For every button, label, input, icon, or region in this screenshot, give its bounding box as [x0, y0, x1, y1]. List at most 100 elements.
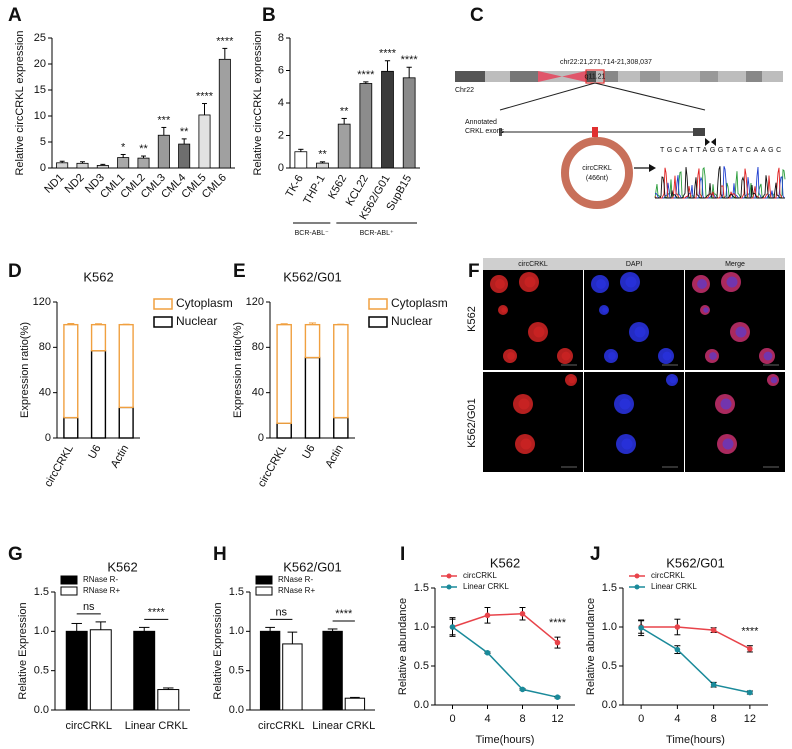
- x-tick-label: U6: [300, 443, 317, 461]
- y-axis-label: Relative abundance: [585, 598, 597, 695]
- bar: [65, 630, 88, 711]
- y-tick-label: 1.0: [602, 621, 617, 633]
- bar: [56, 162, 69, 169]
- y-tick-label: 8: [278, 32, 284, 44]
- x-tick-label: 12: [551, 713, 563, 725]
- y-tick-label: 1.5: [229, 586, 244, 598]
- point: [484, 649, 491, 656]
- x-tick-label: ND2: [63, 172, 87, 196]
- chart-title: K562/G01: [666, 555, 725, 570]
- group-label: BCR-ABL⁻: [295, 230, 329, 237]
- panel-label: B: [262, 5, 276, 26]
- legend-swatch: [368, 316, 388, 328]
- point: [674, 646, 681, 653]
- bar: [337, 123, 351, 169]
- band: [586, 71, 596, 82]
- bar: [218, 58, 231, 169]
- y-tick-label: 4: [278, 97, 284, 109]
- y-tick-label: 80: [252, 341, 264, 353]
- row-label: K562: [466, 306, 478, 332]
- legend-label: RNase R-: [83, 575, 118, 584]
- band: [746, 71, 762, 82]
- exon: [592, 127, 598, 137]
- x-tick-label: circCRKL: [256, 443, 290, 489]
- x-tick-label: 0: [638, 713, 644, 725]
- header-band: [483, 258, 785, 270]
- bar: [344, 697, 366, 711]
- bar-segment: [118, 323, 134, 409]
- y-tick-label: 0.5: [602, 660, 617, 672]
- band: [640, 71, 660, 82]
- bar: [117, 157, 130, 169]
- exons-label: CRKL exons: [465, 128, 505, 135]
- y-tick-label: 40: [39, 387, 51, 399]
- column-label: DAPI: [626, 261, 642, 268]
- bar-segment: [276, 323, 292, 424]
- circ-length: (466nt): [586, 175, 608, 182]
- y-tick-label: 1.5: [34, 586, 49, 598]
- panel-label: I: [400, 544, 405, 565]
- bar-segment: [90, 323, 107, 352]
- x-axis-label: Time(hours): [476, 734, 535, 746]
- x-tick-label: TK-6: [284, 173, 306, 200]
- legend-label: Linear CRKL: [463, 582, 509, 591]
- bar-segment: [63, 323, 79, 419]
- x-tick-label: ND1: [42, 172, 66, 196]
- significance: ns: [83, 601, 95, 613]
- cell-core: [568, 376, 576, 384]
- significance: **: [180, 126, 189, 138]
- chromatogram-trace: [654, 167, 785, 199]
- exons-label: Annotated: [465, 119, 497, 126]
- bar: [322, 630, 343, 711]
- line: [641, 626, 751, 650]
- bar: [282, 643, 303, 711]
- x-tick-label: Actin: [109, 443, 132, 470]
- y-tick-label: 0: [40, 162, 46, 174]
- y-tick-label: 6: [278, 64, 284, 76]
- bar: [259, 630, 281, 711]
- panel-label: C: [470, 5, 484, 26]
- cell-core: [608, 352, 616, 360]
- chart-title: K562: [107, 559, 137, 574]
- significance: ****: [216, 35, 234, 47]
- line: [452, 626, 558, 698]
- line: [640, 627, 751, 694]
- cell-core: [662, 351, 672, 361]
- micrograph: [584, 372, 684, 472]
- row-label: K562/G01: [466, 398, 478, 448]
- legend-swatch: [60, 586, 78, 596]
- cell-core: [703, 307, 709, 313]
- bar-segment: [304, 356, 321, 439]
- x-tick-label: 4: [484, 713, 490, 725]
- cell-core: [763, 351, 773, 361]
- y-tick-label: 120: [33, 296, 51, 308]
- y-tick-label: 0.5: [229, 665, 244, 677]
- zoom-line: [594, 82, 706, 111]
- significance: ns: [275, 606, 287, 618]
- bar: [316, 162, 329, 169]
- bar: [198, 114, 211, 169]
- y-tick-label: 15: [34, 84, 46, 96]
- cell-core: [697, 279, 707, 289]
- legend-label: circCRKL: [651, 571, 685, 580]
- bar: [133, 630, 156, 711]
- band: [455, 71, 485, 82]
- bar: [359, 83, 373, 169]
- cell-core: [726, 276, 738, 288]
- image-grid: circCRKL DAPI Merge K562 K562/G01: [466, 258, 785, 448]
- y-axis-label: Expression ratio(%): [19, 322, 31, 418]
- panel-label: D: [8, 261, 22, 282]
- legend-swatch: [153, 316, 173, 328]
- legend-label: Cytoplasm: [391, 296, 448, 310]
- legend-label: RNase R+: [278, 586, 315, 595]
- bar-segment: [304, 323, 321, 359]
- column-label: Merge: [725, 261, 745, 268]
- cell-core: [524, 276, 536, 288]
- y-tick-label: 1.5: [602, 582, 617, 594]
- circ-diagram: chr22:21,271,714-21,308,037 q11.21 Chr22…: [455, 59, 783, 209]
- significance: *: [121, 141, 126, 153]
- cell-core: [621, 438, 633, 450]
- bar-segment: [118, 406, 134, 439]
- y-tick-label: 5: [40, 136, 46, 148]
- centromere: [538, 71, 562, 82]
